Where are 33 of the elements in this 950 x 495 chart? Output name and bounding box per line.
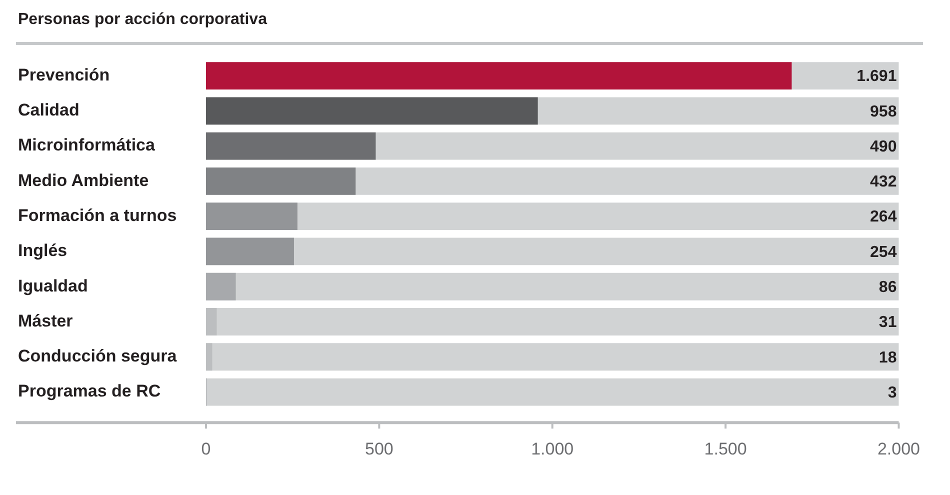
y-tick-label: Máster: [18, 311, 74, 330]
y-tick-label: Microinformática: [18, 136, 156, 155]
chart-title: Personas por acción corporativa: [18, 11, 268, 28]
y-tick-label: Formación a turnos: [18, 206, 177, 226]
bar: [206, 272, 236, 300]
bar: [206, 238, 294, 266]
bar: [206, 167, 356, 195]
data-label: 264: [870, 208, 897, 226]
y-tick-label: Prevención: [18, 65, 110, 84]
y-tick-label: Medio Ambiente: [18, 170, 149, 190]
y-tick-label: Inglés: [18, 241, 68, 260]
data-label: 958: [870, 103, 897, 120]
bar: [206, 132, 376, 160]
x-tick-label: 0: [201, 439, 211, 458]
bar: [206, 202, 298, 230]
data-label: 18: [878, 349, 897, 366]
x-tick-label: 2.000: [877, 439, 920, 458]
x-tick-label: 1.000: [531, 439, 574, 458]
x-tick-label: 500: [364, 439, 394, 458]
y-tick-label: Programas de RC: [18, 382, 161, 401]
bar: [206, 308, 217, 336]
data-label: 86: [878, 279, 897, 296]
x-tick-label: 1.500: [704, 439, 747, 458]
y-tick-label: Igualdad: [18, 276, 88, 296]
data-label: 254: [870, 244, 897, 261]
data-label: 432: [870, 174, 897, 191]
data-label: 1.691: [856, 68, 897, 86]
y-tick-label: Conducción segura: [18, 346, 178, 366]
bar: [206, 343, 212, 371]
y-tick-label: Calidad: [18, 100, 80, 120]
data-label: 31: [878, 314, 897, 332]
data-label: 490: [870, 138, 897, 156]
data-label: 3: [888, 384, 897, 402]
